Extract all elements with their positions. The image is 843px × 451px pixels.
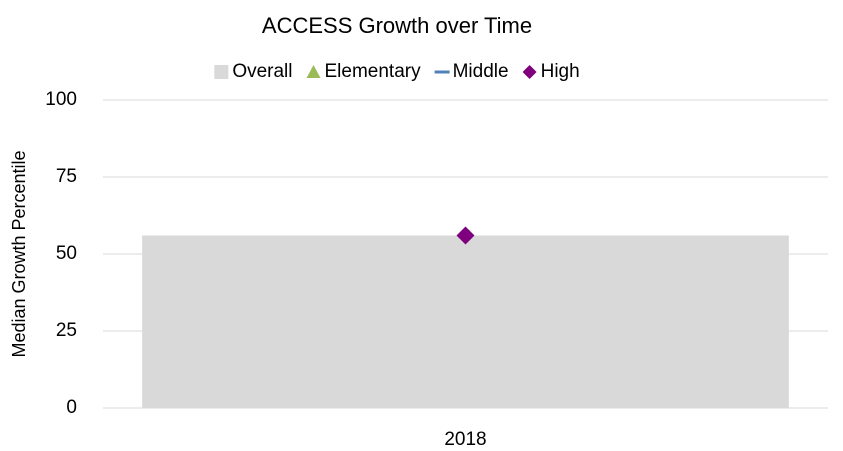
diamond-marker	[456, 226, 475, 245]
legend-swatch	[306, 65, 321, 78]
y-tick-label: 25	[56, 320, 77, 341]
bar	[142, 235, 789, 408]
legend-label: Elementary	[325, 61, 422, 82]
legend-swatch	[522, 65, 537, 79]
x-tick-label: 2018	[444, 429, 486, 450]
legend-label: High	[541, 61, 580, 82]
y-tick-label: 0	[66, 397, 77, 418]
chart-title: ACCESS Growth over Time	[262, 13, 532, 38]
y-tick-label: 50	[56, 243, 77, 264]
legend-swatch	[214, 65, 229, 79]
legend-label: Middle	[453, 61, 509, 82]
y-axis-label: Median Growth Percentile	[9, 150, 29, 357]
y-tick-label: 75	[56, 166, 77, 187]
legend-label: Overall	[232, 61, 292, 82]
y-tick-label: 100	[45, 89, 77, 110]
